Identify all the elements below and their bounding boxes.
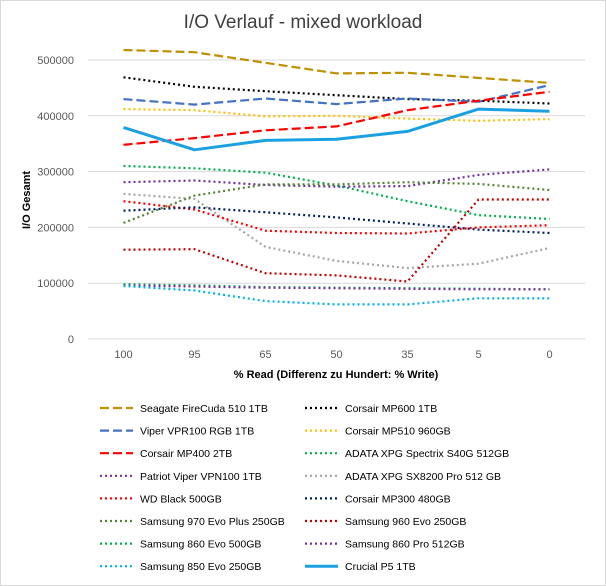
y-axis-label: I/O Gesamt bbox=[21, 171, 33, 229]
x-tick-label: 35 bbox=[401, 349, 413, 361]
x-tick-label: 100 bbox=[114, 349, 132, 361]
series-line bbox=[123, 200, 550, 235]
series-line bbox=[123, 84, 550, 106]
x-tick-label: 0 bbox=[546, 349, 552, 361]
legend-label: Crucial P5 1TB bbox=[345, 561, 416, 573]
legend-label: Samsung 860 Evo 500GB bbox=[140, 539, 261, 551]
y-tick-label: 200000 bbox=[37, 222, 74, 234]
y-axis-ticks: 0 100000 200000 300000 400000 500000 bbox=[37, 55, 74, 346]
gridlines bbox=[88, 59, 585, 340]
legend-label: ADATA XPG SX8200 Pro 512 GB bbox=[345, 471, 501, 483]
legend-label: Corsair MP300 480GB bbox=[345, 493, 451, 505]
legend-label: ADATA XPG Spectrix S40G 512GB bbox=[345, 448, 509, 460]
legend-label: Corsair MP510 960GB bbox=[345, 426, 451, 438]
y-tick-label: 0 bbox=[68, 334, 74, 346]
series-line bbox=[123, 108, 550, 122]
x-axis-label: % Read (Differenz zu Hundert: % Write) bbox=[234, 369, 439, 381]
x-tick-label: 65 bbox=[259, 349, 271, 361]
legend-label: Samsung 960 Evo 250GB bbox=[345, 516, 466, 528]
y-tick-label: 100000 bbox=[37, 278, 74, 290]
x-tick-label: 95 bbox=[188, 349, 200, 361]
series-lines bbox=[123, 48, 550, 306]
legend-label: Patriot Viper VPN100 1TB bbox=[140, 471, 262, 483]
series-line bbox=[123, 192, 550, 270]
chart-title: I/O Verlauf - mixed workload bbox=[184, 12, 423, 33]
series-line bbox=[123, 283, 550, 291]
series-line bbox=[123, 284, 550, 291]
series-line bbox=[123, 206, 550, 235]
series-line bbox=[123, 48, 550, 84]
series-line bbox=[123, 284, 550, 306]
y-tick-label: 400000 bbox=[37, 111, 74, 123]
x-axis-ticks: 100 95 65 50 35 5 0 bbox=[114, 349, 552, 361]
y-tick-label: 300000 bbox=[37, 167, 74, 179]
series-line bbox=[123, 168, 550, 188]
x-tick-label: 50 bbox=[330, 349, 342, 361]
x-tick-label: 5 bbox=[475, 349, 481, 361]
legend-label: Viper VPR100 RGB 1TB bbox=[140, 426, 254, 438]
legend-label: Corsair MP400 2TB bbox=[140, 448, 232, 460]
legend-label: Samsung 860 Pro 512GB bbox=[345, 539, 465, 551]
legend: Seagate FireCuda 510 1TB Corsair MP600 1T… bbox=[100, 403, 509, 573]
legend-label: WD Black 500GB bbox=[140, 493, 222, 505]
series-line bbox=[123, 90, 550, 146]
legend-label: Samsung 850 Evo 250GB bbox=[140, 561, 261, 573]
y-tick-label: 500000 bbox=[37, 55, 74, 67]
series-line bbox=[123, 107, 550, 152]
legend-label: Samsung 970 Evo Plus 250GB bbox=[140, 516, 285, 528]
series-line bbox=[123, 164, 550, 221]
legend-label: Seagate FireCuda 510 1TB bbox=[140, 403, 268, 415]
legend-label: Corsair MP600 1TB bbox=[345, 403, 437, 415]
series-line bbox=[123, 198, 550, 283]
series-line bbox=[123, 181, 550, 224]
